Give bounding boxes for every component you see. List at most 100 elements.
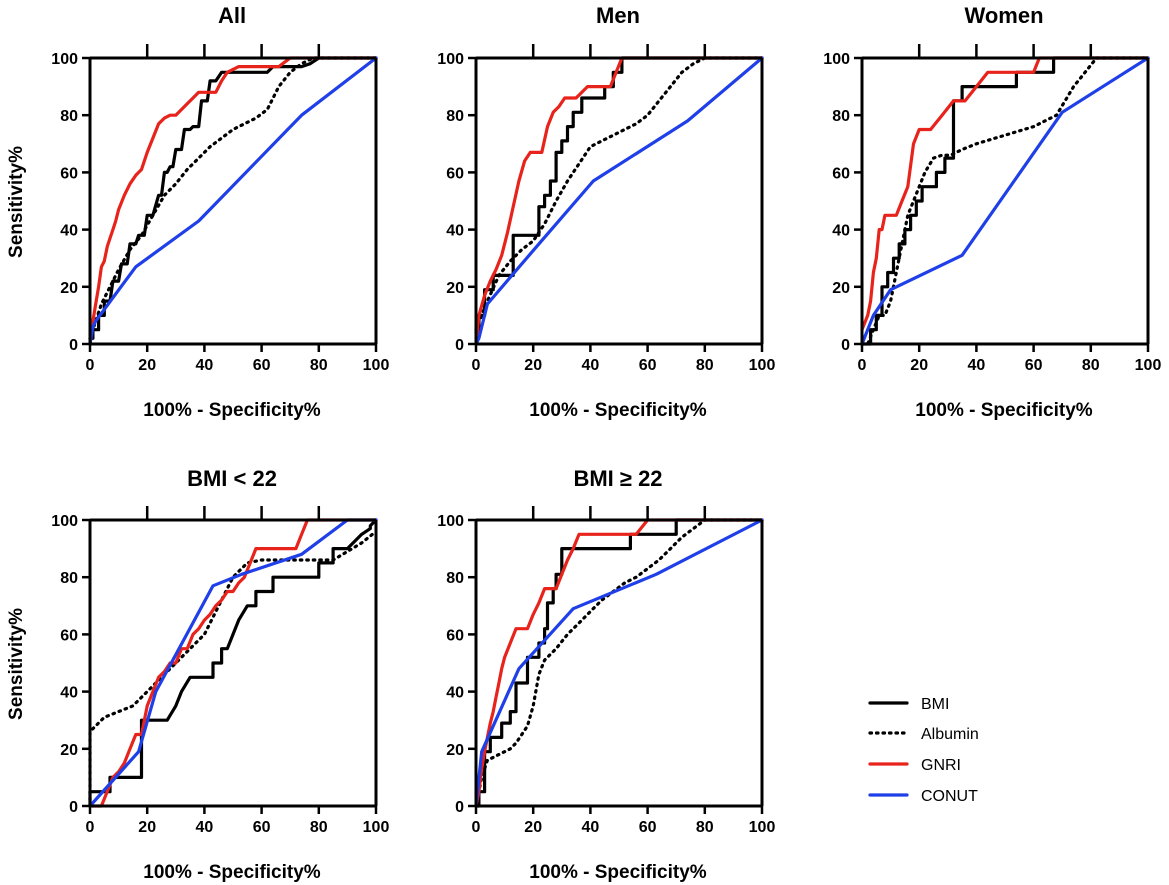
panel-title-all: All xyxy=(218,3,246,28)
series-conut-women xyxy=(860,56,1150,346)
series-gnri-bmi-ge-22 xyxy=(474,518,764,808)
x-axis-label-women: 100% - Specificity% xyxy=(915,400,1093,421)
x-tick-label-women: 40 xyxy=(968,357,986,374)
y-tick-label-all: 20 xyxy=(60,280,78,297)
y-tick-label-men: 0 xyxy=(455,337,464,354)
x-tick-label-all: 80 xyxy=(310,357,328,374)
series-conut-bmi-ge-22 xyxy=(474,518,764,808)
roc-panel-bmi-ge-22: 0 20 40 60 80 100 0 20 40 60 80 100 xyxy=(437,506,775,836)
series-bmi-bmi-ge-22 xyxy=(474,518,764,808)
series-gnri-bmi-lt-22 xyxy=(88,518,378,808)
x-tick-label-all: 0 xyxy=(86,357,95,374)
y-tick-label-bmi-ge-22: 80 xyxy=(446,570,464,587)
panel-title-bmi-ge-22: BMI ≥ 22 xyxy=(573,466,662,491)
x-tick-label-bmi-ge-22: 80 xyxy=(696,819,714,836)
y-tick-label-bmi-lt-22: 80 xyxy=(60,570,78,587)
y-tick-label-bmi-ge-22: 0 xyxy=(455,799,464,816)
x-tick-label-bmi-lt-22: 100 xyxy=(363,819,390,836)
x-tick-label-bmi-ge-22: 100 xyxy=(749,819,776,836)
x-axis-label-bmi-ge-22: 100% - Specificity% xyxy=(529,862,707,883)
series-conut-men xyxy=(474,56,764,346)
panel-title-women: Women xyxy=(964,3,1043,28)
x-tick-label-bmi-lt-22: 80 xyxy=(310,819,328,836)
series-albumin-women xyxy=(860,56,1150,346)
y-tick-label-bmi-ge-22: 40 xyxy=(446,685,464,702)
y-tick-label-men: 20 xyxy=(446,280,464,297)
x-tick-label-bmi-ge-22: 40 xyxy=(582,819,600,836)
y-tick-label-bmi-ge-22: 100 xyxy=(437,513,464,530)
series-albumin-bmi-lt-22 xyxy=(88,529,378,808)
y-tick-label-bmi-lt-22: 60 xyxy=(60,627,78,644)
y-tick-label-men: 40 xyxy=(446,223,464,240)
legend: BMI Albumin GNRI CONUT xyxy=(868,696,979,805)
x-tick-label-women: 0 xyxy=(858,357,867,374)
legend-label-albumin: Albumin xyxy=(921,726,979,743)
roc-panel-women: 0 20 40 60 80 100 0 20 40 60 80 100 xyxy=(823,44,1161,374)
x-tick-label-men: 40 xyxy=(582,357,600,374)
x-tick-label-bmi-ge-22: 60 xyxy=(639,819,657,836)
y-axis-label-all: Sensitivity% xyxy=(6,146,27,258)
y-tick-label-women: 100 xyxy=(823,51,850,68)
panel-title-bmi-lt-22: BMI < 22 xyxy=(187,466,277,491)
x-tick-label-women: 100 xyxy=(1135,357,1162,374)
x-tick-label-all: 40 xyxy=(196,357,214,374)
y-tick-label-bmi-lt-22: 100 xyxy=(51,513,78,530)
x-tick-label-bmi-lt-22: 60 xyxy=(253,819,271,836)
y-tick-label-women: 40 xyxy=(832,223,850,240)
x-tick-label-bmi-ge-22: 20 xyxy=(524,819,542,836)
series-albumin-men xyxy=(474,56,764,332)
y-axis-label-bmi-lt-22: Sensitivity% xyxy=(6,608,27,720)
x-tick-label-all: 20 xyxy=(138,357,156,374)
x-tick-label-bmi-lt-22: 20 xyxy=(138,819,156,836)
x-tick-label-bmi-lt-22: 40 xyxy=(196,819,214,836)
x-tick-label-men: 80 xyxy=(696,357,714,374)
legend-label-bmi: BMI xyxy=(921,696,949,713)
x-axis-label-all: 100% - Specificity% xyxy=(143,400,321,421)
series-gnri-all xyxy=(88,56,378,346)
x-tick-label-all: 100 xyxy=(363,357,390,374)
x-tick-label-all: 60 xyxy=(253,357,271,374)
series-albumin-bmi-ge-22 xyxy=(474,518,764,808)
series-bmi-men xyxy=(474,56,764,335)
x-tick-label-bmi-ge-22: 0 xyxy=(472,819,481,836)
series-bmi-all xyxy=(88,56,378,340)
x-tick-label-bmi-lt-22: 0 xyxy=(86,819,95,836)
legend-label-gnri: GNRI xyxy=(921,757,961,774)
x-tick-label-women: 20 xyxy=(910,357,928,374)
series-albumin-all xyxy=(88,56,378,340)
y-tick-label-men: 60 xyxy=(446,165,464,182)
x-tick-label-women: 60 xyxy=(1025,357,1043,374)
y-tick-label-women: 20 xyxy=(832,280,850,297)
series-gnri-women xyxy=(860,56,1150,332)
legend-label-conut: CONUT xyxy=(921,788,978,805)
x-tick-label-men: 20 xyxy=(524,357,542,374)
y-tick-label-men: 100 xyxy=(437,51,464,68)
y-tick-label-bmi-lt-22: 20 xyxy=(60,742,78,759)
y-tick-label-all: 0 xyxy=(69,337,78,354)
roc-panel-bmi-lt-22: 0 20 40 60 80 100 0 20 40 60 80 100 xyxy=(51,506,389,836)
y-tick-label-men: 80 xyxy=(446,108,464,125)
y-tick-label-women: 80 xyxy=(832,108,850,125)
x-tick-label-men: 0 xyxy=(472,357,481,374)
series-conut-all xyxy=(88,56,378,346)
panel-title-men: Men xyxy=(596,3,640,28)
y-tick-label-women: 0 xyxy=(841,337,850,354)
roc-panel-men: 0 20 40 60 80 100 0 20 40 60 80 100 xyxy=(437,44,775,374)
x-axis-label-men: 100% - Specificity% xyxy=(529,400,707,421)
y-tick-label-bmi-lt-22: 40 xyxy=(60,685,78,702)
y-tick-label-all: 80 xyxy=(60,108,78,125)
x-axis-label-bmi-lt-22: 100% - Specificity% xyxy=(143,862,321,883)
y-tick-label-bmi-lt-22: 0 xyxy=(69,799,78,816)
y-tick-label-all: 40 xyxy=(60,223,78,240)
roc-panel-all: 0 20 40 60 80 100 0 20 40 60 80 100 xyxy=(51,44,389,374)
series-bmi-bmi-lt-22 xyxy=(88,518,378,808)
y-tick-label-bmi-ge-22: 60 xyxy=(446,627,464,644)
series-bmi-women xyxy=(860,56,1150,346)
series-gnri-men xyxy=(474,56,764,346)
x-tick-label-men: 60 xyxy=(639,357,657,374)
series-conut-bmi-lt-22 xyxy=(88,518,378,808)
x-tick-label-women: 80 xyxy=(1082,357,1100,374)
y-tick-label-all: 100 xyxy=(51,51,78,68)
y-tick-label-women: 60 xyxy=(832,165,850,182)
